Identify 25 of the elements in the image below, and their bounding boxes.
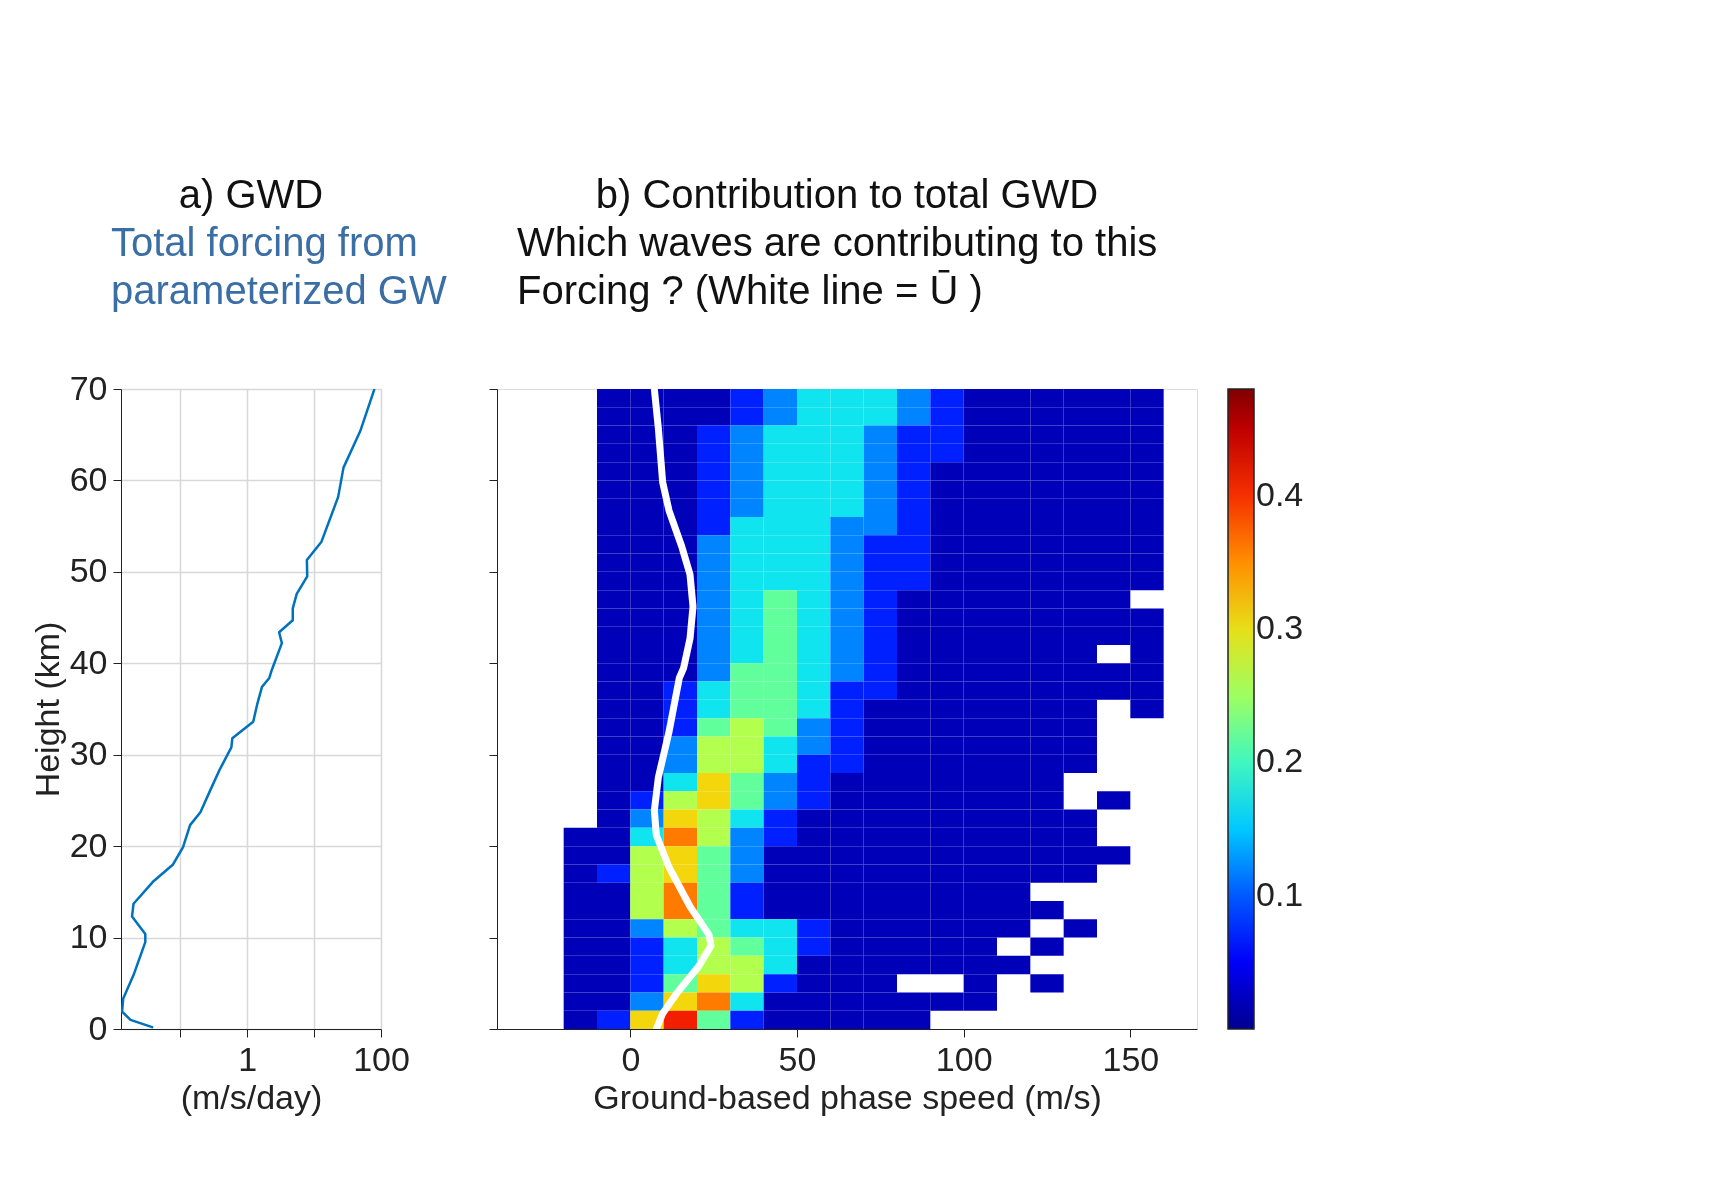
color-bar-label: 0.2 (1256, 741, 1304, 780)
y-tick-label: 70 (69, 368, 108, 407)
x-axis-title: Ground-based phase speed (m/s) (593, 1077, 1102, 1116)
y-tick-label: 20 (69, 825, 108, 864)
color-bar-label: 0.1 (1256, 874, 1304, 913)
x-tick-label: 50 (778, 1039, 817, 1078)
y-tick-label: 50 (69, 551, 108, 590)
y-axis-title: Height (km) (27, 621, 66, 798)
chart-title: b) Contribution to total GWD (595, 172, 1099, 216)
y-tick-label: 30 (69, 734, 108, 773)
y-tick-label: 10 (69, 917, 108, 956)
color-bar-label: 0.3 (1256, 608, 1304, 646)
x-tick-label: 1 (238, 1039, 258, 1078)
color-bar-label: 0.4 (1256, 474, 1304, 513)
text: Which waves are contributing to this Forcing ? (White line = Ū ) (517, 220, 1158, 312)
y-tick-label: 0 (88, 1008, 108, 1047)
x-tick-label: 100 (353, 1039, 410, 1078)
x-tick-label: 0 (621, 1039, 641, 1078)
x-axis-title: (m/s/day) (180, 1077, 323, 1116)
chart-title: a) GWD (178, 172, 324, 216)
x-tick-label: 150 (1102, 1039, 1160, 1078)
x-tick-label: 100 (935, 1039, 993, 1078)
y-tick-label: 60 (69, 459, 108, 498)
y-tick-label: 40 (69, 642, 108, 681)
text: Total forcing from parameterized GW (111, 220, 447, 312)
